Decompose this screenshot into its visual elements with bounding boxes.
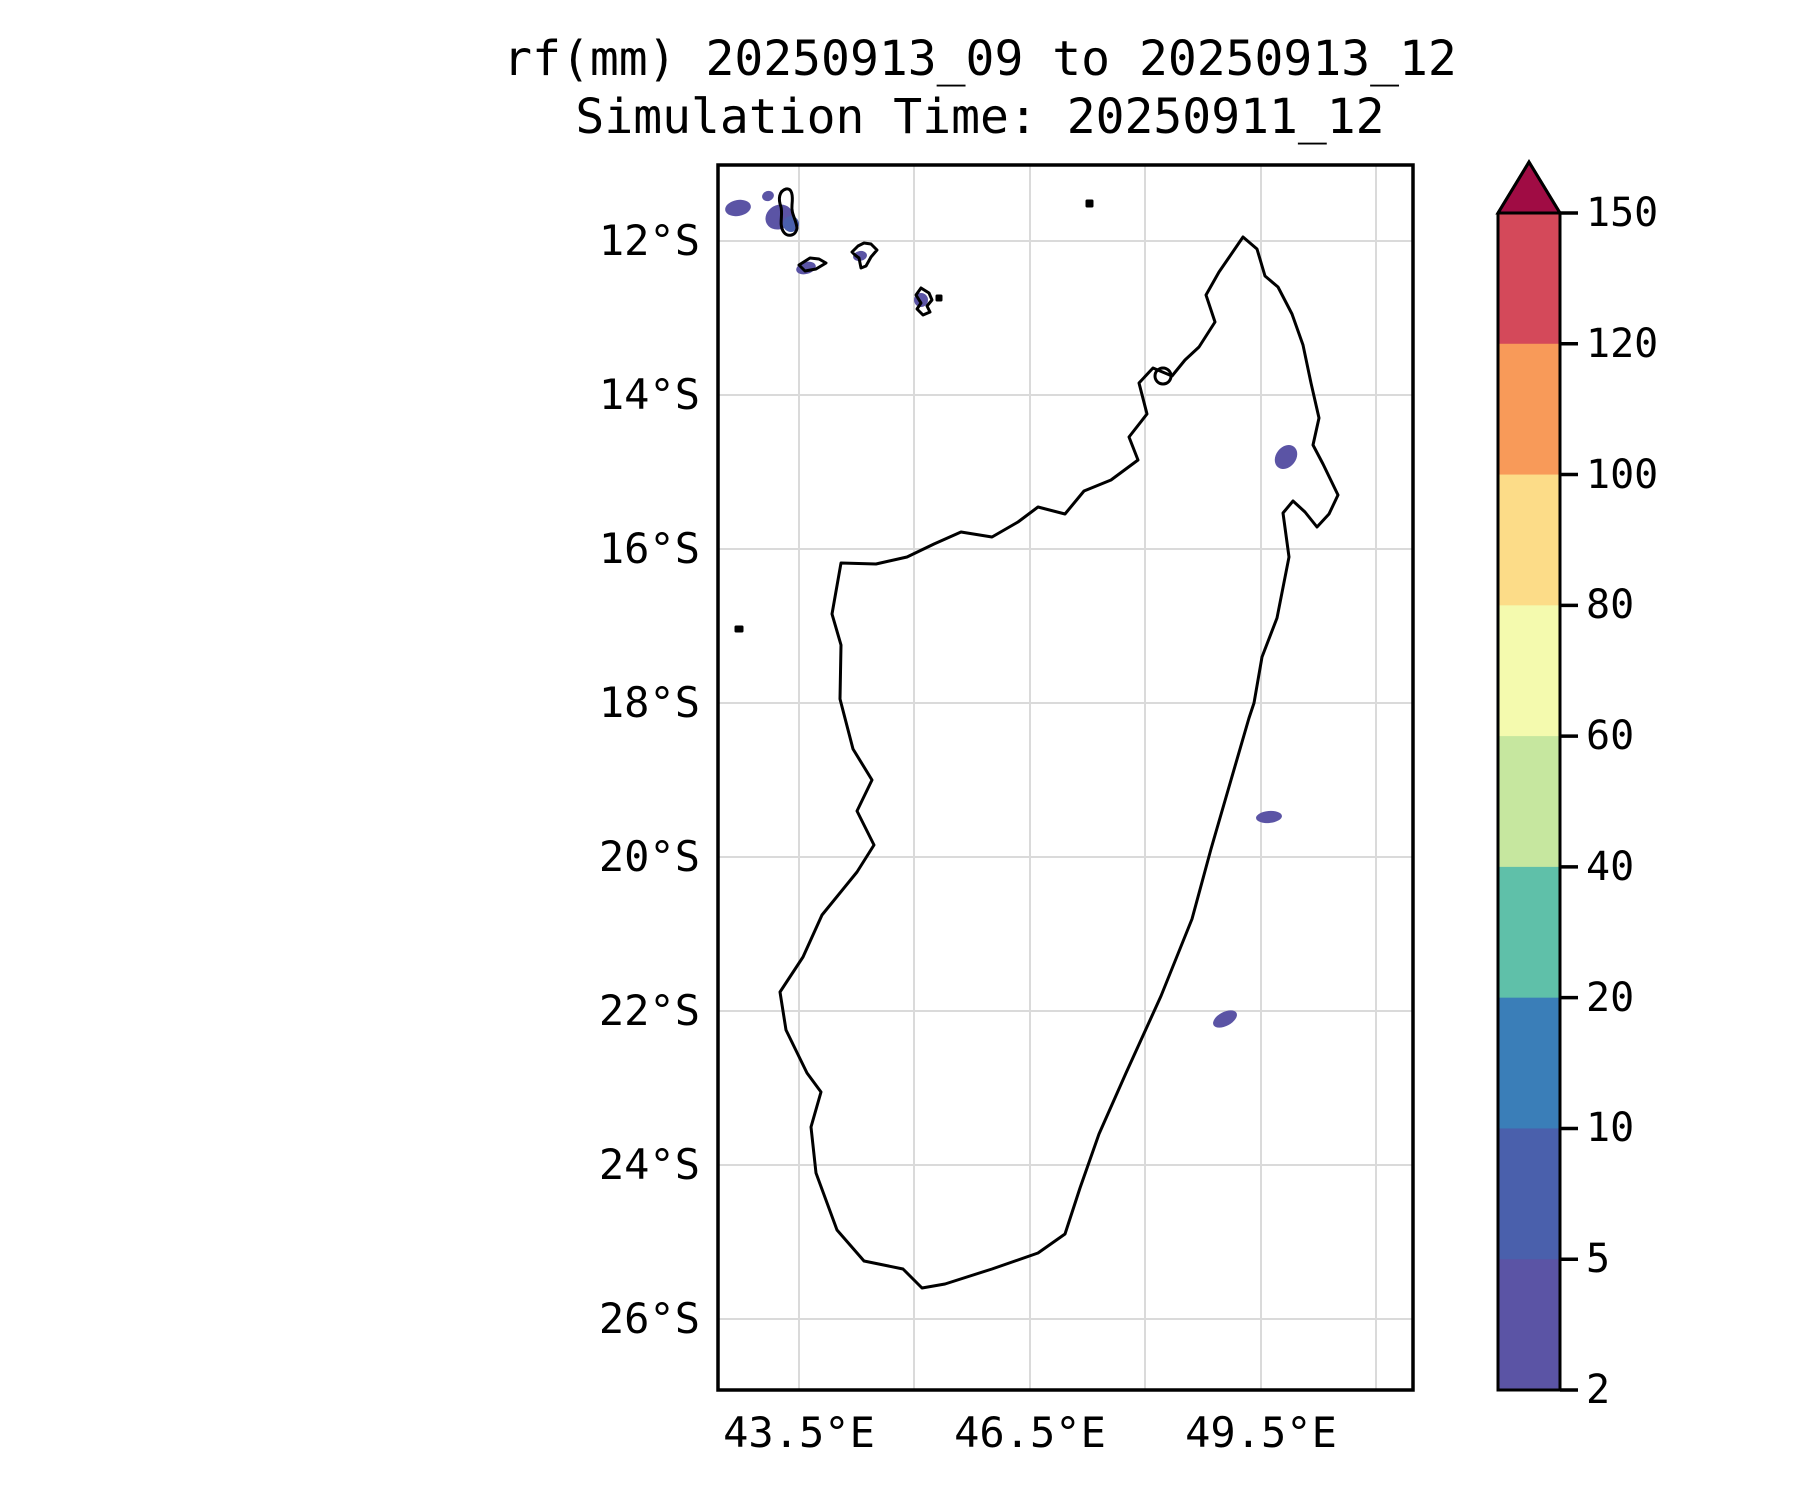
y-tick-label-16s: 16°S [598,524,700,573]
colorbar-segment-100-120 [1498,343,1560,476]
rain-cell-2-5mm-7 [1274,445,1298,469]
colorbar-over-arrow [1495,159,1563,215]
rainfall-patches [725,190,1298,1028]
figure-subtitle: Simulation Time: 20250911_12 [575,89,1385,145]
colorbar-segment-2-5 [1498,1259,1560,1391]
colorbar-label-40: 40 [1586,843,1635,890]
y-tick-label-20s: 20°S [598,832,700,881]
coastline-nosy-be [1153,366,1173,386]
y-tick-label-14s: 14°S [598,370,700,419]
colorbar-label-150: 150 [1586,190,1659,236]
colorbar-label-2: 2 [1586,1367,1611,1413]
colorbar-label-80: 80 [1586,582,1635,629]
y-tick-label-26s: 26°S [598,1294,700,1343]
colorbar-label-20: 20 [1586,974,1635,1021]
y-tick-label-22s: 22°S [598,986,700,1035]
colorbar-segments [1498,213,1560,1391]
coastline-moheli [797,256,828,273]
colorbar-segment-10-20 [1498,997,1560,1130]
colorbar-tick-marks [1560,211,1578,1392]
x-tick-label-46-5e: 46.5°E [954,1408,1106,1457]
colorbar-segment-5-10 [1498,1128,1560,1261]
rain-cell-2-5mm-8 [1256,810,1282,824]
coastline-mayotte [914,286,934,317]
figure-title: rf(mm) 20250913_09 to 20250913_12 [503,31,1457,87]
y-tick-label-12s: 12°S [598,216,700,265]
islet-mayotte-east [935,294,943,302]
y-tick-label-24s: 24°S [598,1140,700,1189]
x-tick-label-49-5e: 49.5°E [1185,1408,1337,1457]
figure-title-block: rf(mm) 20250913_09 to 20250913_12 Simulat… [380,30,1580,146]
colorbar-label-60: 60 [1586,713,1635,760]
x-tick-label-43-5e: 43.5°E [723,1408,875,1457]
colorbar-label-100: 100 [1586,451,1659,498]
y-tick-label-18s: 18°S [598,678,700,727]
rain-cell-2-5mm-0 [725,199,751,217]
rain-cell-2-5mm-9 [1213,1010,1237,1028]
coastline-grande-comore [777,187,799,237]
rain-cell-2-5mm-1 [762,190,774,202]
map-frame [716,163,1415,1392]
graticule-gridlines [718,165,1413,1390]
rain-cell-2-5mm-5 [853,250,867,262]
islet-mozambique-channel [734,625,744,633]
coastline-madagascar [778,235,1340,1290]
colorbar-segment-80-100 [1498,474,1560,607]
islet-glorioso [1085,199,1094,208]
colorbar-segment-20-40 [1498,866,1560,999]
colorbar-segment-60-80 [1498,605,1560,738]
colorbar-segment-120-150 [1498,213,1560,345]
colorbar-label-120: 120 [1586,320,1659,367]
colorbar-label-5: 5 [1586,1236,1611,1283]
coastlines [734,187,1340,1290]
colorbar-outline [1496,159,1562,1392]
coastline-anjouan [850,241,879,270]
colorbar-segment-40-60 [1498,736,1560,868]
colorbar-label-10: 10 [1586,1105,1635,1152]
